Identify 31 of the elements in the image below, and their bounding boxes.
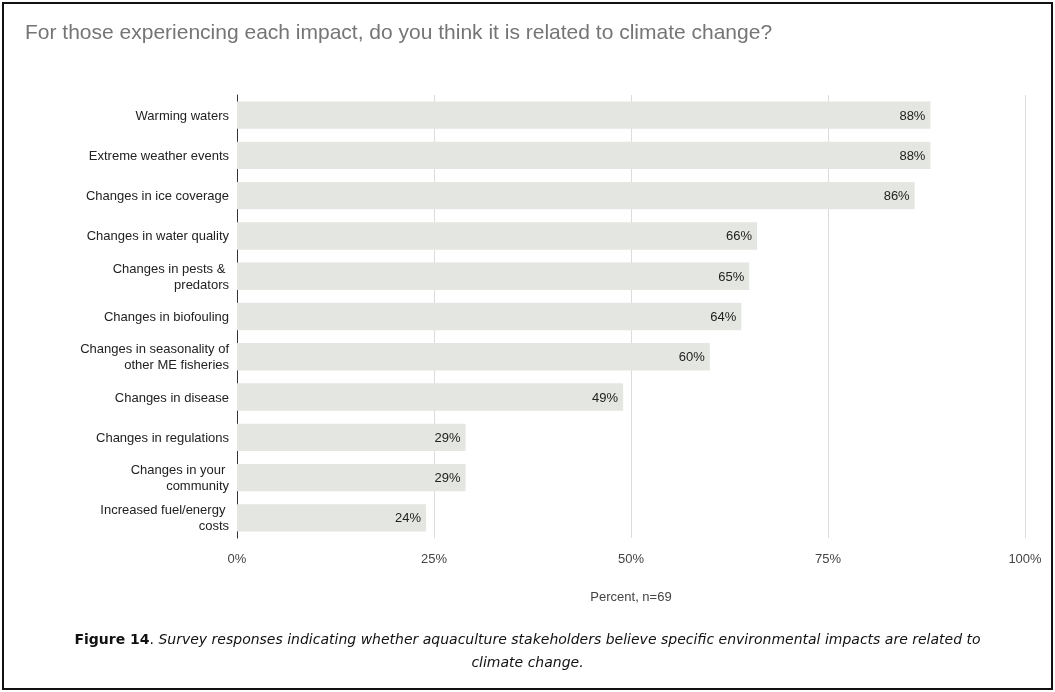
x-tick-label: 100%	[1008, 551, 1043, 566]
data-label: 29%	[434, 470, 461, 486]
y-tick-label: Increased fuel/energy costs	[100, 502, 230, 534]
chart-title: For those experiencing each impact, do you think it is related to climate change?	[25, 20, 773, 43]
data-label: 88%	[899, 107, 926, 123]
data-label: 66%	[726, 228, 753, 244]
y-tick-label: Changes in disease	[114, 389, 229, 405]
data-label: 29%	[434, 429, 461, 445]
x-tick-label: 75%	[814, 551, 842, 566]
x-axis-title: Percent, n=69	[590, 589, 672, 604]
data-label: 24%	[395, 510, 422, 526]
data-label: 88%	[899, 147, 926, 163]
data-label: 86%	[883, 188, 911, 204]
y-tick-label: Extreme weather events	[88, 147, 230, 163]
bar	[237, 504, 427, 532]
x-tick-label: 0%	[227, 551, 247, 566]
data-label: 49%	[592, 389, 619, 405]
y-tick-label: Changes in pests & predators	[112, 260, 230, 292]
y-tick-label: Changes in water quality	[86, 228, 230, 244]
y-tick-label: Changes in regulations	[96, 429, 230, 445]
y-tick-label: Warming waters	[135, 107, 230, 123]
y-tick-label: Changes in seasonality of other ME fisheries	[80, 341, 230, 373]
y-tick-label: Changes in ice coverage	[85, 188, 229, 204]
data-label: 60%	[678, 349, 706, 365]
data-label: 64%	[710, 309, 737, 324]
x-tick-label: 50%	[617, 551, 645, 566]
data-label: 65%	[718, 268, 745, 284]
caption: Figure 14. Survey responses indicating whether aquaculture stakeholders believe specific environmental impacts are related to climate change.	[73, 630, 982, 672]
x-tick-label: 25%	[420, 551, 448, 566]
y-tick-label: Changes in biofouling	[103, 309, 229, 324]
y-tick-label: Changes in your community	[130, 462, 230, 494]
